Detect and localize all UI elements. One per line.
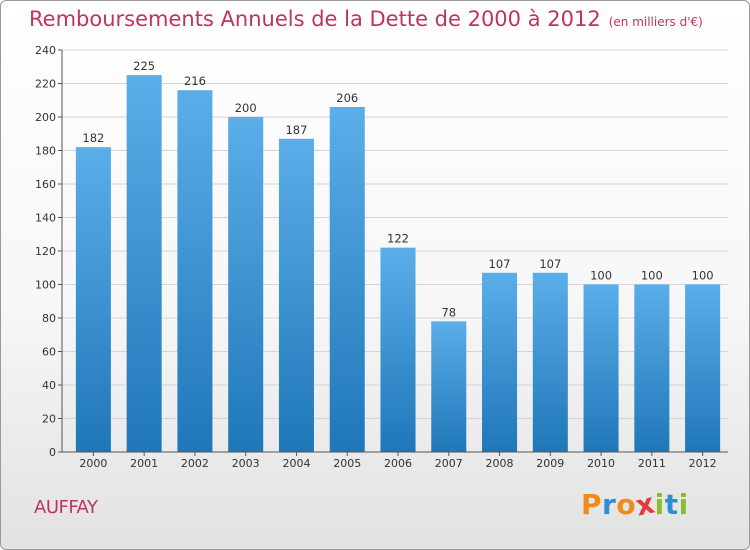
y-tick-label: 100 [35, 279, 56, 292]
bar [75, 147, 111, 452]
bar-value-label: 107 [489, 257, 511, 271]
logo-letter: t [664, 488, 679, 521]
logo-letter: i [654, 488, 665, 521]
bar-value-label: 100 [590, 269, 612, 283]
y-tick-label: 60 [42, 346, 56, 359]
bar-value-label: 107 [539, 257, 561, 271]
chart-subtitle: (en milliers d'€) [608, 15, 703, 29]
bar-value-label: 100 [641, 269, 663, 283]
axis-layer: 0 20 40 60 80 100 120 140 160 180 200 220 240 2000 200… [35, 44, 728, 470]
chart-title-text: Remboursements Annuels de la Dette de 20… [29, 7, 601, 31]
y-tick-label: 0 [49, 446, 56, 459]
logo-letter: P [581, 488, 603, 521]
x-tick-label: 2007 [435, 457, 463, 470]
x-tick-label: 2004 [282, 457, 310, 470]
y-tick-label: 220 [35, 78, 56, 91]
proxiti-logo: Proxiti [581, 486, 689, 522]
y-tick-label: 80 [42, 312, 56, 325]
bar-value-label: 200 [235, 101, 257, 115]
bar [329, 106, 365, 452]
x-tick-label: 2012 [689, 457, 717, 470]
x-tick-label: 2011 [638, 457, 666, 470]
x-tick-label: 2002 [181, 457, 209, 470]
x-tick-label: 2003 [232, 457, 260, 470]
y-tick-label: 160 [35, 178, 56, 191]
bar [126, 75, 162, 452]
y-tick-label: 180 [35, 145, 56, 158]
y-tick-label: 20 [42, 413, 56, 426]
bar [482, 272, 518, 452]
x-tick-label: 2001 [130, 457, 158, 470]
bar-value-label: 78 [441, 305, 456, 319]
bar-value-label: 100 [692, 269, 714, 283]
x-tick-label: 2008 [486, 457, 514, 470]
bar-layer: 182 225 216 200 187 206 122 78 107 107 100 100 100 [75, 59, 721, 452]
bar [583, 284, 619, 452]
y-tick-label: 40 [42, 379, 56, 392]
bar [380, 247, 416, 452]
x-tick-label: 2005 [333, 457, 361, 470]
logo-letter: i [678, 488, 689, 521]
bar [532, 272, 568, 452]
bar-value-label: 122 [387, 232, 409, 246]
bar-value-label: 206 [336, 91, 358, 105]
x-tick-label: 2000 [79, 457, 107, 470]
bar-value-label: 182 [82, 131, 104, 145]
chart-title: Remboursements Annuels de la Dette de 20… [29, 7, 703, 31]
bar-value-label: 216 [184, 74, 206, 88]
y-tick-label: 240 [35, 44, 56, 57]
bar [685, 284, 721, 452]
logo-letter: r [602, 488, 617, 521]
bar [634, 284, 670, 452]
bar [228, 117, 264, 452]
bar [177, 90, 213, 452]
x-tick-label: 2010 [587, 457, 615, 470]
y-tick-label: 120 [35, 245, 56, 258]
y-tick-label: 140 [35, 212, 56, 225]
bar [431, 321, 467, 452]
bar-value-label: 187 [285, 123, 307, 137]
y-tick-label: 200 [35, 111, 56, 124]
x-tick-label: 2009 [536, 457, 564, 470]
logo-letter: o [616, 488, 637, 521]
bar [278, 138, 314, 452]
commune-name: AUFFAY [34, 497, 98, 518]
bar-value-label: 225 [133, 59, 155, 73]
x-tick-label: 2006 [384, 457, 412, 470]
